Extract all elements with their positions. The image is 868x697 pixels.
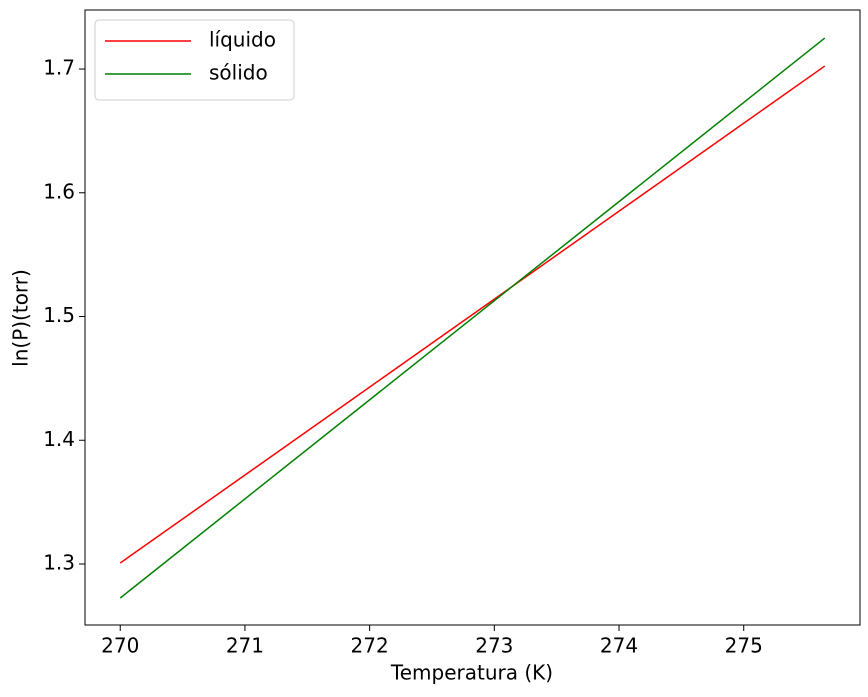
x-tick-label: 272: [351, 634, 389, 658]
line-series: [119, 65, 826, 564]
legend-box: [94, 19, 295, 101]
y-tick-label: 1.4: [43, 427, 75, 451]
line-series: [119, 37, 826, 599]
x-tick-label: 271: [226, 634, 264, 658]
legend-label: sólido: [209, 61, 268, 85]
x-tick-label: 274: [600, 634, 638, 658]
plot-frame: [84, 9, 861, 626]
y-tick-label: 1.3: [43, 550, 75, 574]
x-tick-label: 275: [725, 634, 763, 658]
y-tick-label: 1.5: [43, 303, 75, 327]
legend-label: líquido: [209, 28, 276, 52]
y-tick-label: 1.7: [43, 56, 75, 80]
x-tick-label: 273: [475, 634, 513, 658]
y-axis-label: ln(P)(torr): [9, 269, 33, 367]
x-tick-label: 270: [101, 634, 139, 658]
y-tick-label: 1.6: [43, 179, 75, 203]
x-axis-label: Temperatura (K): [390, 661, 553, 685]
